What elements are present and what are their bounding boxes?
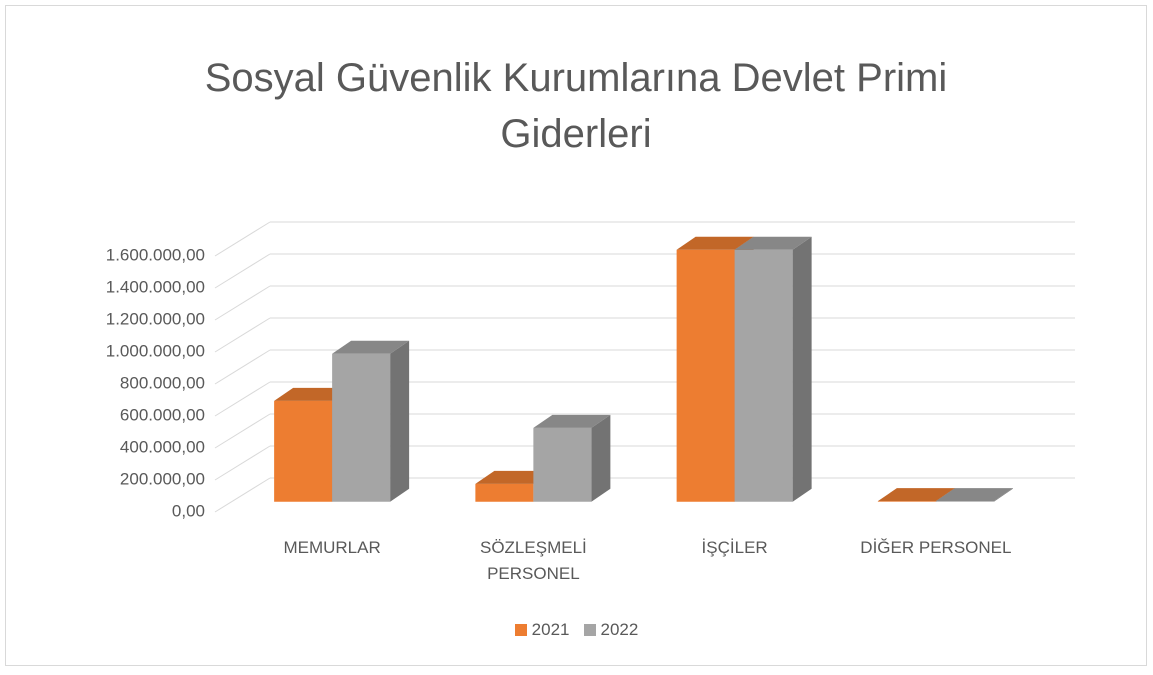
legend-item: 2021 bbox=[514, 620, 570, 640]
bar-top bbox=[877, 488, 955, 502]
bar-side bbox=[792, 236, 812, 502]
y-tick-label: 600.000,00 bbox=[120, 405, 205, 424]
bar bbox=[533, 414, 611, 502]
legend-item: 2022 bbox=[583, 620, 639, 640]
y-tick-label: 200.000,00 bbox=[120, 469, 205, 488]
bar-top bbox=[734, 236, 812, 250]
bar-top bbox=[935, 488, 1013, 502]
y-tick-label: 800.000,00 bbox=[120, 373, 205, 392]
bar-front bbox=[877, 501, 936, 502]
grid-line-side bbox=[214, 285, 271, 321]
x-tick-label: MEMURLAR bbox=[283, 538, 381, 557]
chart-title: Sosyal Güvenlik Kurumlarına Devlet Primi… bbox=[204, 56, 948, 156]
bar-side bbox=[591, 414, 611, 502]
bar-front bbox=[332, 353, 391, 502]
bar bbox=[935, 488, 1013, 502]
grid-line-side bbox=[214, 477, 271, 513]
grid-line-side bbox=[214, 381, 271, 417]
bar-side bbox=[993, 488, 1013, 502]
legend-swatch bbox=[583, 624, 596, 636]
legend-swatch bbox=[514, 624, 527, 636]
y-tick-label: 1.200.000,00 bbox=[106, 309, 205, 328]
bar-front bbox=[533, 427, 592, 502]
bar-front bbox=[274, 400, 333, 502]
bar-front bbox=[935, 501, 994, 502]
legend-label: 2021 bbox=[531, 620, 570, 639]
bar bbox=[332, 340, 410, 502]
grid-line-side bbox=[214, 413, 271, 449]
grid-line-side bbox=[214, 221, 271, 257]
bar-top bbox=[676, 236, 754, 250]
grid-line-side bbox=[214, 445, 271, 481]
y-tick-label: 1.400.000,00 bbox=[106, 277, 205, 296]
bar-front bbox=[676, 249, 735, 502]
bar-top bbox=[274, 387, 352, 401]
chart-border bbox=[5, 5, 1147, 666]
bar-side bbox=[390, 340, 410, 502]
bar bbox=[734, 236, 812, 502]
y-tick-label: 400.000,00 bbox=[120, 437, 205, 456]
y-tick-label: 0,00 bbox=[172, 501, 205, 520]
bar-front bbox=[475, 483, 534, 502]
legend: 2021 2022 bbox=[0, 620, 1153, 640]
bar-top bbox=[332, 340, 410, 354]
grid-line-side bbox=[214, 253, 271, 289]
bar-front bbox=[734, 249, 793, 502]
y-tick-label: 1.600.000,00 bbox=[106, 245, 205, 264]
bar-top bbox=[533, 414, 611, 428]
bar-top bbox=[475, 470, 553, 484]
grid-line-side bbox=[214, 349, 271, 385]
y-tick-label: 1.000.000,00 bbox=[106, 341, 205, 360]
x-tick-label: SÖZLEŞMELİ PERSONEL bbox=[479, 538, 587, 583]
x-tick-label: İŞÇİLER bbox=[701, 538, 768, 557]
grid-line-side bbox=[214, 317, 271, 353]
x-tick-label: DİĞER PERSONEL bbox=[860, 538, 1012, 557]
legend-label: 2022 bbox=[600, 620, 639, 639]
